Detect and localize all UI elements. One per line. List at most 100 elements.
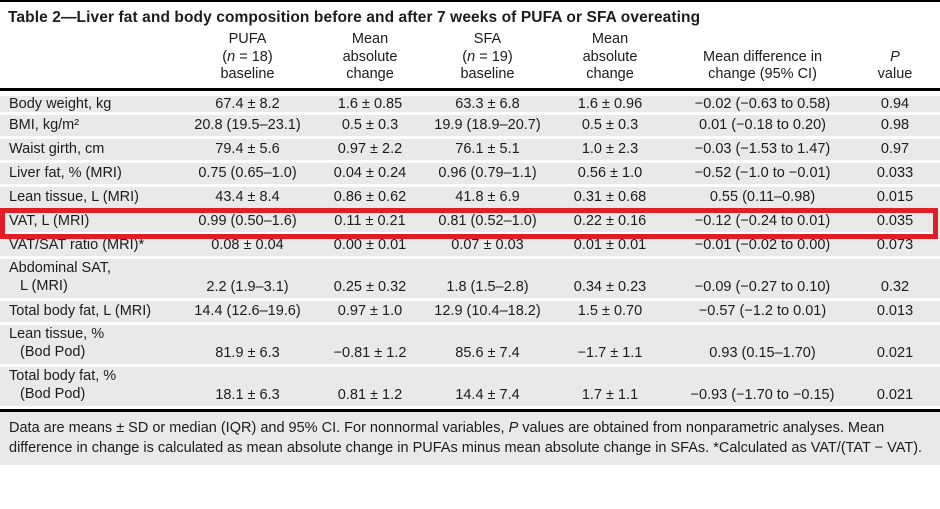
cell-sfa-change: −1.7 ± 1.1	[545, 325, 675, 367]
table-row-vat: VAT, L (MRI) 0.99 (0.50–1.6) 0.11 ± 0.21…	[0, 210, 940, 235]
cell-pufa-change: 1.6 ± 0.85	[310, 90, 430, 115]
cell-sfa-change: 0.56 ± 1.0	[545, 163, 675, 187]
cell-pufa-change: 0.97 ± 1.0	[310, 301, 430, 325]
cell-mean-difference: −0.52 (−1.0 to −0.01)	[675, 163, 850, 187]
cell-pufa-baseline: 81.9 ± 6.3	[185, 325, 310, 367]
cell-pufa-baseline: 14.4 (12.6–19.6)	[185, 301, 310, 325]
cell-pufa-change: 0.00 ± 0.01	[310, 235, 430, 259]
table-row-waist-girth: Waist girth, cm 79.4 ± 5.6 0.97 ± 2.2 76…	[0, 138, 940, 163]
cell-sfa-change: 0.01 ± 0.01	[545, 235, 675, 259]
column-header-pufa-baseline: PUFA (n = 18) baseline	[185, 31, 310, 91]
column-header-mean-difference: Mean difference in change (95% CI)	[675, 31, 850, 91]
cell-sfa-baseline: 0.81 (0.52–1.0)	[430, 211, 545, 235]
column-header-empty	[0, 31, 185, 91]
cell-pufa-change: 0.5 ± 0.3	[310, 115, 430, 139]
column-header-sfa-baseline: SFA (n = 19) baseline	[430, 31, 545, 91]
table-footnote: Data are means ± SD or median (IQR) and …	[0, 408, 940, 465]
cell-sfa-change: 0.34 ± 0.23	[545, 259, 675, 301]
cell-p-value: 0.021	[850, 325, 940, 367]
cell-pufa-baseline: 43.4 ± 8.4	[185, 187, 310, 211]
table-row-liver-fat: Liver fat, % (MRI) 0.75 (0.65–1.0) 0.04 …	[0, 162, 940, 187]
cell-pufa-baseline: 20.8 (19.5–23.1)	[185, 115, 310, 139]
cell-pufa-baseline: 2.2 (1.9–3.1)	[185, 259, 310, 301]
table-title: Table 2—Liver fat and body composition b…	[8, 9, 701, 26]
cell-sfa-baseline: 14.4 ± 7.4	[430, 367, 545, 409]
cell-mean-difference: −0.03 (−1.53 to 1.47)	[675, 139, 850, 163]
column-header-pufa-change: Mean absolute change	[310, 31, 430, 91]
cell-sfa-baseline: 0.96 (0.79–1.1)	[430, 163, 545, 187]
cell-pufa-baseline: 79.4 ± 5.6	[185, 139, 310, 163]
cell-mean-difference: −0.93 (−1.70 to −0.15)	[675, 367, 850, 409]
cell-sfa-change: 1.6 ± 0.96	[545, 90, 675, 115]
table-row-lean-tissue-bodpod: Lean tissue, % (Bod Pod) 81.9 ± 6.3 −0.8…	[0, 324, 940, 367]
cell-sfa-baseline: 12.9 (10.4–18.2)	[430, 301, 545, 325]
cell-pufa-baseline: 0.75 (0.65–1.0)	[185, 163, 310, 187]
row-label: BMI, kg/m²	[0, 115, 185, 139]
column-header-sfa-change: Mean absolute change	[545, 31, 675, 91]
cell-p-value: 0.073	[850, 235, 940, 259]
row-label: Waist girth, cm	[0, 139, 185, 163]
table-row-body-weight: Body weight, kg 67.4 ± 8.2 1.6 ± 0.85 63…	[0, 90, 940, 115]
cell-mean-difference: 0.93 (0.15–1.70)	[675, 325, 850, 367]
cell-sfa-baseline: 76.1 ± 5.1	[430, 139, 545, 163]
cell-pufa-baseline: 0.99 (0.50–1.6)	[185, 211, 310, 235]
table-row-total-body-fat-bodpod: Total body fat, % (Bod Pod) 18.1 ± 6.3 0…	[0, 366, 940, 409]
cell-mean-difference: −0.01 (−0.02 to 0.00)	[675, 235, 850, 259]
table-row-lean-tissue-mri: Lean tissue, L (MRI) 43.4 ± 8.4 0.86 ± 0…	[0, 186, 940, 211]
row-label: VAT/SAT ratio (MRI)*	[0, 235, 185, 259]
cell-sfa-change: 0.5 ± 0.3	[545, 115, 675, 139]
cell-pufa-change: 0.81 ± 1.2	[310, 367, 430, 409]
cell-sfa-change: 1.0 ± 2.3	[545, 139, 675, 163]
table-row-bmi: BMI, kg/m² 20.8 (19.5–23.1) 0.5 ± 0.3 19…	[0, 114, 940, 139]
header-row: PUFA (n = 18) baseline Mean absolute cha…	[0, 31, 940, 91]
cell-pufa-change: 0.25 ± 0.32	[310, 259, 430, 301]
cell-sfa-change: 1.7 ± 1.1	[545, 367, 675, 409]
data-table: PUFA (n = 18) baseline Mean absolute cha…	[0, 31, 940, 409]
cell-mean-difference: −0.09 (−0.27 to 0.10)	[675, 259, 850, 301]
row-label: VAT, L (MRI)	[0, 211, 185, 235]
cell-sfa-change: 0.22 ± 0.16	[545, 211, 675, 235]
cell-sfa-baseline: 41.8 ± 6.9	[430, 187, 545, 211]
cell-pufa-change: −0.81 ± 1.2	[310, 325, 430, 367]
cell-mean-difference: −0.02 (−0.63 to 0.58)	[675, 90, 850, 115]
cell-sfa-baseline: 63.3 ± 6.8	[430, 90, 545, 115]
cell-sfa-change: 1.5 ± 0.70	[545, 301, 675, 325]
cell-p-value: 0.013	[850, 301, 940, 325]
cell-p-value: 0.015	[850, 187, 940, 211]
cell-mean-difference: 0.01 (−0.18 to 0.20)	[675, 115, 850, 139]
row-label: Total body fat, L (MRI)	[0, 301, 185, 325]
cell-p-value: 0.94	[850, 90, 940, 115]
cell-mean-difference: −0.12 (−0.24 to 0.01)	[675, 211, 850, 235]
cell-sfa-change: 0.31 ± 0.68	[545, 187, 675, 211]
cell-pufa-baseline: 67.4 ± 8.2	[185, 90, 310, 115]
row-label: Body weight, kg	[0, 90, 185, 115]
cell-mean-difference: −0.57 (−1.2 to 0.01)	[675, 301, 850, 325]
table-row-vat-sat-ratio: VAT/SAT ratio (MRI)* 0.08 ± 0.04 0.00 ± …	[0, 234, 940, 259]
cell-pufa-baseline: 18.1 ± 6.3	[185, 367, 310, 409]
cell-pufa-baseline: 0.08 ± 0.04	[185, 235, 310, 259]
cell-p-value: 0.98	[850, 115, 940, 139]
cell-pufa-change: 0.11 ± 0.21	[310, 211, 430, 235]
table-row-total-body-fat-mri: Total body fat, L (MRI) 14.4 (12.6–19.6)…	[0, 300, 940, 325]
cell-p-value: 0.035	[850, 211, 940, 235]
row-label: Lean tissue, L (MRI)	[0, 187, 185, 211]
cell-pufa-change: 0.86 ± 0.62	[310, 187, 430, 211]
cell-sfa-baseline: 19.9 (18.9–20.7)	[430, 115, 545, 139]
cell-sfa-baseline: 0.07 ± 0.03	[430, 235, 545, 259]
row-label: Total body fat, % (Bod Pod)	[0, 367, 185, 409]
row-label: Lean tissue, % (Bod Pod)	[0, 325, 185, 367]
row-label: Abdominal SAT, L (MRI)	[0, 259, 185, 301]
cell-p-value: 0.021	[850, 367, 940, 409]
table-row-abdominal-sat: Abdominal SAT, L (MRI) 2.2 (1.9–3.1) 0.2…	[0, 258, 940, 301]
cell-pufa-change: 0.04 ± 0.24	[310, 163, 430, 187]
row-label: Liver fat, % (MRI)	[0, 163, 185, 187]
cell-p-value: 0.033	[850, 163, 940, 187]
cell-pufa-change: 0.97 ± 2.2	[310, 139, 430, 163]
column-header-p-value: P value	[850, 31, 940, 91]
cell-p-value: 0.32	[850, 259, 940, 301]
cell-mean-difference: 0.55 (0.11–0.98)	[675, 187, 850, 211]
cell-sfa-baseline: 85.6 ± 7.4	[430, 325, 545, 367]
cell-sfa-baseline: 1.8 (1.5–2.8)	[430, 259, 545, 301]
cell-p-value: 0.97	[850, 139, 940, 163]
